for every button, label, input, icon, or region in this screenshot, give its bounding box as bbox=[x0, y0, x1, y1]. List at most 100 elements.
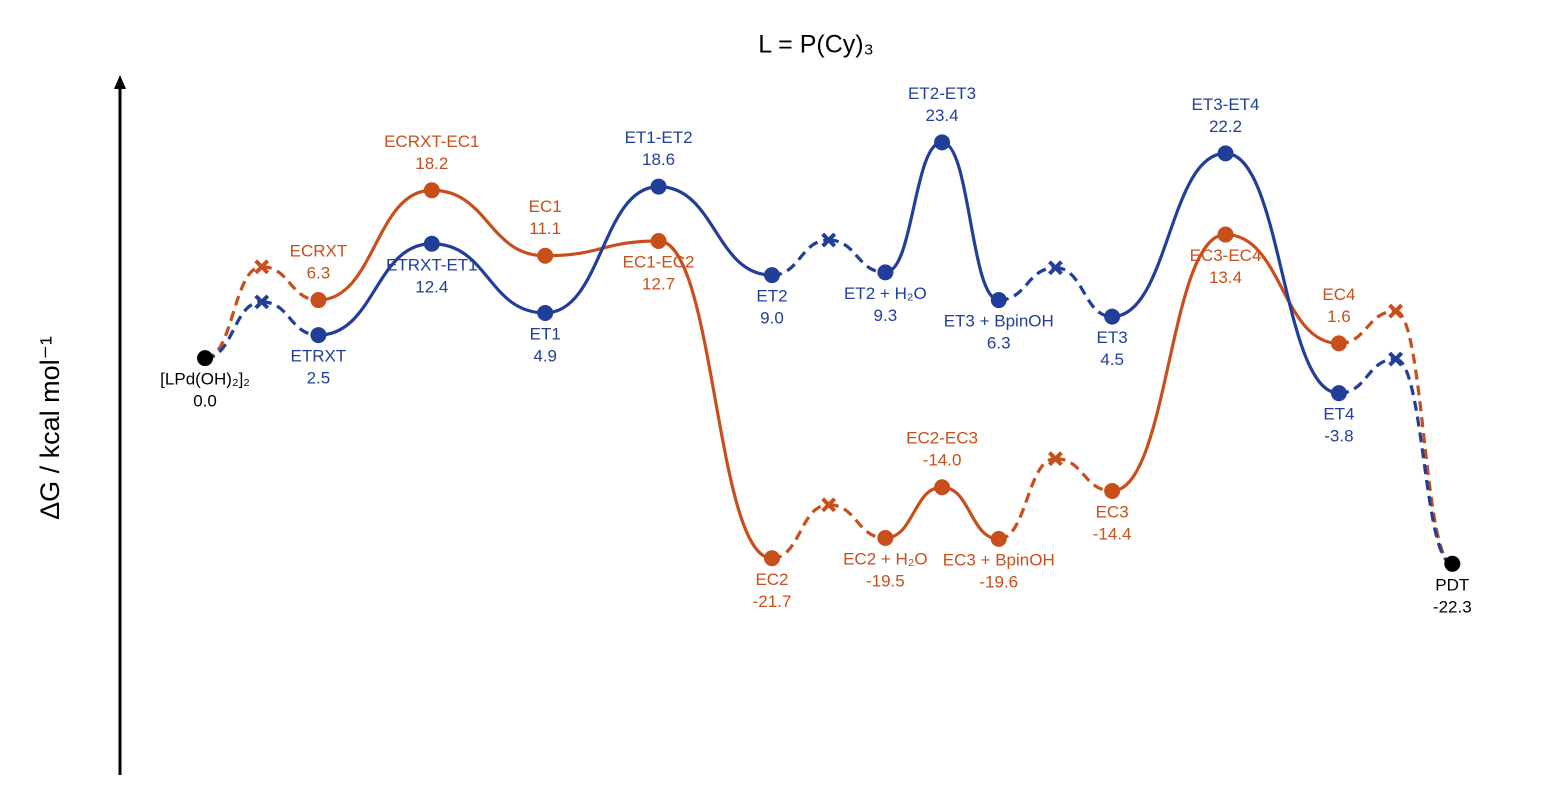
profile-segment bbox=[1225, 151, 1340, 395]
intermediate-marker bbox=[1388, 303, 1404, 319]
point-label: ECRXT bbox=[290, 242, 348, 261]
value-label: 6.3 bbox=[987, 334, 1011, 353]
point-label: [LPd(OH)₂]₂ bbox=[160, 370, 250, 389]
value-label: -14.0 bbox=[923, 451, 962, 470]
value-label: 18.6 bbox=[642, 150, 675, 169]
value-label: 9.0 bbox=[760, 309, 784, 328]
profile-segment bbox=[318, 242, 432, 337]
state-marker bbox=[423, 182, 440, 199]
point-label: ET3 + BpinOH bbox=[944, 312, 1054, 331]
state-marker bbox=[650, 233, 667, 250]
point-label: ET1-ET2 bbox=[625, 128, 693, 147]
state-marker bbox=[763, 267, 780, 284]
state-marker bbox=[423, 235, 440, 252]
profile-segment bbox=[1055, 266, 1113, 319]
value-label: -3.8 bbox=[1324, 427, 1353, 446]
intermediate-marker bbox=[821, 497, 837, 513]
intermediate-marker bbox=[1048, 260, 1063, 276]
value-label: 0.0 bbox=[193, 392, 217, 411]
endpoint-marker bbox=[197, 350, 214, 367]
state-marker bbox=[1104, 482, 1121, 499]
profile-segment bbox=[318, 188, 432, 302]
point-label: ET1 bbox=[530, 324, 561, 343]
state-marker bbox=[1104, 308, 1121, 325]
value-label: 4.5 bbox=[1100, 350, 1124, 369]
profile-segment bbox=[771, 238, 829, 277]
intermediate-marker bbox=[254, 259, 270, 275]
value-label: -22.3 bbox=[1433, 597, 1472, 616]
profile-segment bbox=[828, 238, 886, 274]
profile-segment bbox=[204, 300, 262, 360]
state-marker bbox=[1217, 145, 1234, 162]
profile-segment bbox=[1338, 357, 1396, 395]
value-label: 12.4 bbox=[415, 277, 448, 296]
state-marker bbox=[934, 479, 951, 496]
value-label: -19.6 bbox=[979, 572, 1018, 591]
profile-segment bbox=[1394, 309, 1453, 566]
value-label: 22.2 bbox=[1209, 117, 1242, 136]
point-label: ECRXT-EC1 bbox=[384, 132, 479, 151]
profile-segment bbox=[941, 485, 999, 541]
state-marker bbox=[1330, 385, 1347, 402]
value-label: 4.9 bbox=[533, 346, 557, 365]
intermediate-marker bbox=[1048, 451, 1063, 467]
state-marker bbox=[1217, 226, 1234, 243]
profile-segment bbox=[261, 265, 319, 302]
point-label: EC3 + BpinOH bbox=[943, 550, 1055, 569]
point-label: ET3 bbox=[1097, 328, 1128, 347]
state-marker bbox=[934, 134, 951, 151]
y-axis-label: ΔG / kcal mol⁻¹ bbox=[35, 336, 65, 520]
intermediate-marker bbox=[1388, 351, 1404, 367]
state-marker bbox=[537, 304, 554, 321]
profile-segment bbox=[1055, 457, 1113, 493]
point-label: EC2 bbox=[755, 570, 788, 589]
value-label: 12.7 bbox=[642, 274, 675, 293]
value-label: 6.3 bbox=[307, 264, 331, 283]
point-label: EC4 bbox=[1322, 285, 1355, 304]
value-label: -14.4 bbox=[1093, 524, 1132, 543]
point-label: ET2-ET3 bbox=[908, 84, 976, 103]
profile-segment bbox=[431, 188, 546, 258]
point-label: PDT bbox=[1435, 575, 1469, 594]
value-label: 18.2 bbox=[415, 154, 448, 173]
profile-segment bbox=[261, 300, 319, 337]
profile-segment bbox=[1112, 151, 1226, 319]
value-label: 11.1 bbox=[529, 219, 561, 238]
profile-segment bbox=[884, 140, 943, 274]
profile-segment bbox=[658, 184, 772, 277]
state-marker bbox=[650, 178, 667, 195]
profile-segment bbox=[885, 485, 943, 540]
profile-segment bbox=[1395, 357, 1453, 566]
value-label: -21.7 bbox=[753, 592, 792, 611]
point-label: EC2 + H₂O bbox=[843, 549, 928, 568]
y-axis-arrow bbox=[114, 75, 126, 89]
profile-segment bbox=[941, 140, 1000, 302]
state-marker bbox=[877, 264, 894, 281]
state-marker bbox=[990, 530, 1007, 547]
point-label: ET2 bbox=[756, 287, 787, 306]
intermediate-marker bbox=[254, 294, 270, 310]
point-label: EC1-EC2 bbox=[623, 252, 695, 271]
value-label: 23.4 bbox=[926, 106, 959, 125]
point-label: ET4 bbox=[1323, 405, 1354, 424]
point-label: ETRXT-ET1 bbox=[386, 255, 478, 274]
value-label: 1.6 bbox=[1327, 307, 1351, 326]
value-label: -19.5 bbox=[866, 571, 905, 590]
value-label: 9.3 bbox=[874, 306, 898, 325]
state-marker bbox=[877, 529, 894, 546]
state-marker bbox=[990, 292, 1007, 309]
profile-segment bbox=[431, 242, 546, 315]
state-marker bbox=[537, 247, 554, 264]
point-label: EC2-EC3 bbox=[906, 429, 978, 448]
point-label: ETRXT bbox=[291, 347, 347, 366]
point-label: ET2 + H₂O bbox=[844, 284, 927, 303]
value-label: 2.5 bbox=[307, 369, 331, 388]
state-marker bbox=[310, 292, 327, 309]
profile-segment bbox=[771, 503, 829, 560]
state-marker bbox=[763, 550, 780, 567]
endpoint-marker bbox=[1444, 555, 1461, 572]
profile-segment bbox=[545, 184, 659, 315]
profile-segment bbox=[204, 265, 263, 360]
point-label: EC3-EC4 bbox=[1190, 246, 1262, 265]
